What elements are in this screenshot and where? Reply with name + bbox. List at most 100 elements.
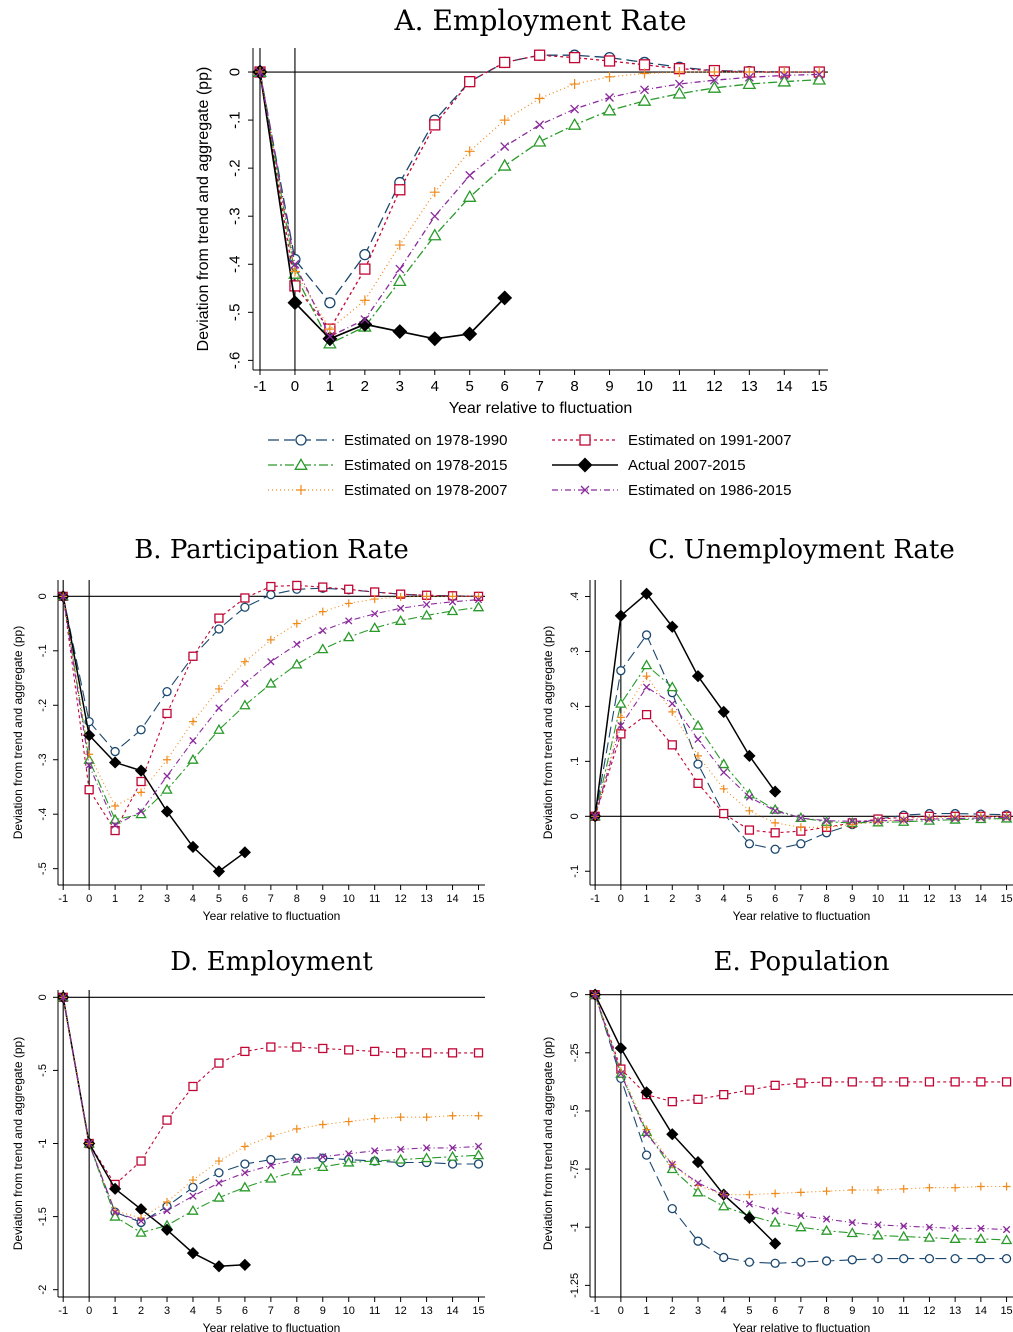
x-tick-label: 3: [164, 1305, 170, 1317]
data-point-marker: [745, 793, 754, 801]
data-point-marker: [357, 316, 373, 332]
data-point-marker: [951, 1183, 960, 1192]
data-point-marker: [641, 630, 652, 640]
data-point-marker: [370, 1114, 379, 1123]
data-point-marker: [642, 1125, 651, 1134]
x-tick-label: 6: [500, 378, 508, 395]
data-point-marker: [771, 818, 780, 827]
data-point-marker: [189, 737, 197, 745]
data-point-marker: [641, 709, 652, 720]
series-s6: [255, 67, 824, 341]
data-point-marker: [616, 729, 626, 739]
data-point-marker: [189, 1192, 197, 1200]
x-tick-label: 15: [472, 893, 484, 905]
data-point-marker: [396, 592, 405, 601]
x-tick-label: 5: [216, 1305, 222, 1317]
legend-marker: [294, 457, 308, 470]
data-point-marker: [925, 1223, 934, 1231]
data-point-marker: [318, 607, 327, 616]
series-line: [259, 71, 820, 338]
data-point-marker: [292, 1153, 302, 1163]
data-point-marker: [642, 1130, 651, 1138]
data-point-marker: [642, 672, 651, 681]
data-point-marker: [976, 1253, 986, 1264]
data-point-marker: [110, 746, 120, 757]
chart-title: E. Population: [714, 947, 890, 977]
data-point-marker: [1001, 1253, 1012, 1264]
data-point-marker: [707, 80, 722, 93]
y-axis-label: Deviation from trend and aggregate (pp): [11, 1037, 25, 1250]
data-point-marker: [322, 331, 338, 347]
x-axis-label: Year relative to fluctuation: [203, 909, 341, 923]
data-point-marker: [719, 1090, 729, 1100]
data-point-marker: [873, 1253, 883, 1264]
data-point-marker: [109, 813, 121, 824]
data-point-marker: [135, 1226, 147, 1237]
legend-label: Estimated on 1991-2007: [628, 432, 791, 449]
data-point-marker: [720, 1191, 728, 1199]
x-tick-label: 1: [112, 1305, 118, 1317]
data-point-marker: [812, 72, 827, 85]
x-tick-label: 1: [112, 893, 118, 905]
data-point-marker: [429, 119, 441, 131]
x-tick-label: 13: [420, 893, 432, 905]
data-point-marker: [266, 1154, 276, 1165]
data-point-marker: [874, 817, 882, 825]
y-axis-label: Deviation from trend and aggregate (pp): [541, 1037, 555, 1250]
data-point-marker: [693, 1094, 703, 1104]
data-point-marker: [770, 1258, 780, 1268]
data-point-marker: [604, 71, 615, 82]
data-point-marker: [742, 76, 757, 90]
x-tick-label: 14: [776, 378, 793, 395]
data-point-marker: [111, 1208, 119, 1216]
data-point-marker: [84, 785, 94, 795]
data-point-marker: [266, 1042, 276, 1052]
data-point-marker: [392, 274, 407, 287]
x-tick-label: 2: [361, 378, 369, 395]
legend-item-s5: Estimated on 1978-2007: [268, 482, 507, 499]
data-point-marker: [59, 993, 67, 1001]
data-point-marker: [814, 67, 825, 78]
data-point-marker: [637, 93, 652, 106]
x-tick-label: 9: [320, 893, 326, 905]
data-point-marker: [472, 601, 485, 612]
data-point-marker: [462, 189, 477, 202]
data-point-marker: [977, 814, 985, 822]
data-point-marker: [359, 263, 371, 275]
data-point-marker: [674, 67, 685, 78]
x-axis-label: Year relative to fluctuation: [733, 909, 871, 923]
x-tick-label: 15: [1000, 893, 1012, 905]
data-point-marker: [240, 657, 249, 666]
data-point-marker: [240, 602, 250, 612]
x-tick-label: 1: [644, 1305, 650, 1317]
y-tick-label: .3: [569, 647, 581, 656]
data-point-marker: [777, 74, 792, 87]
data-point-marker: [396, 1113, 405, 1122]
y-tick-label: -.2: [37, 699, 49, 712]
y-tick-label: -.4: [37, 808, 49, 821]
data-point-marker: [743, 1211, 756, 1225]
x-tick-label: 10: [636, 378, 653, 395]
data-point-marker: [1002, 812, 1011, 821]
data-point-marker: [745, 1190, 754, 1199]
legend-label: Estimated on 1978-2015: [344, 457, 507, 474]
data-point-marker: [666, 681, 679, 692]
data-point-marker: [318, 582, 328, 592]
legend-label: Estimated on 1978-2007: [344, 482, 507, 499]
data-point-marker: [666, 620, 679, 633]
data-point-marker: [214, 1058, 224, 1068]
x-tick-label: 12: [923, 1305, 935, 1317]
series-s6: [591, 683, 1011, 825]
data-point-marker: [779, 70, 789, 80]
data-point-marker: [719, 784, 728, 793]
data-point-marker: [874, 1221, 882, 1229]
data-point-marker: [797, 814, 805, 822]
data-point-marker: [924, 1253, 935, 1264]
series-line: [594, 686, 1007, 822]
data-point-marker: [186, 1247, 200, 1260]
data-point-marker: [717, 1200, 730, 1211]
data-point-marker: [396, 1145, 405, 1154]
data-point-marker: [820, 1224, 833, 1235]
y-tick-label: -2: [37, 1285, 49, 1295]
